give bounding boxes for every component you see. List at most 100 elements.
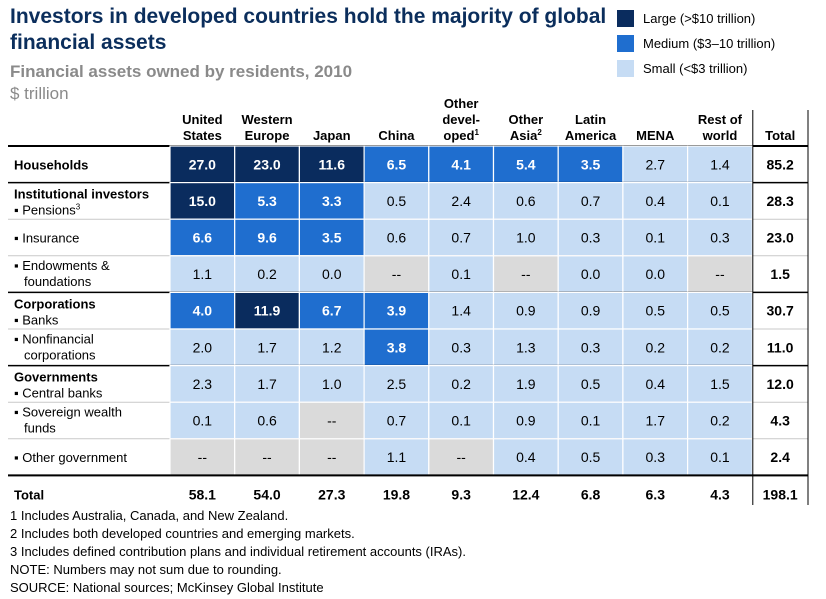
cell-value-1-0-6: 0.7: [581, 193, 601, 209]
cell-3-0-0: [169, 365, 236, 403]
row-total-0-0: 85.2: [767, 156, 794, 172]
cell-value-1-2-4: 0.1: [451, 266, 471, 282]
row-label-2-0: ▪ Banks: [14, 312, 59, 327]
row-total-3-0: 12.0: [767, 376, 794, 392]
cell-3-2-1: [234, 438, 300, 476]
total-row-value-5: 12.4: [512, 487, 539, 503]
cell-value-1-2-1: 0.2: [257, 266, 277, 282]
cell-2-0-8: [686, 291, 753, 330]
cell-2-1-4: [428, 328, 495, 367]
row-label-2-1: corporations: [24, 347, 96, 362]
cell-3-0-6: [557, 365, 624, 403]
row-total-2-1: 11.0: [767, 339, 794, 355]
cell-value-2-0-2: 6.7: [322, 303, 342, 319]
cell-3-2-6: [557, 438, 624, 476]
row-label-3-0: ▪ Central banks: [14, 386, 103, 401]
column-header-1: Europe: [245, 128, 290, 143]
column-header-0: States: [183, 128, 222, 143]
cell-value-1-1-2: 3.5: [322, 230, 342, 246]
row-label-2-1: ▪ Nonfinancial: [14, 331, 94, 346]
cell-value-1-2-2: 0.0: [322, 266, 342, 282]
row-total-2-0: 30.7: [767, 303, 794, 319]
row-total-1-1: 23.0: [767, 230, 794, 246]
column-header-7: MENA: [636, 128, 675, 143]
column-header-4: devel-: [442, 112, 480, 127]
total-row-value-7: 6.3: [646, 487, 666, 503]
legend: Large (>$10 trillion) Medium ($3–10 tril…: [617, 6, 775, 81]
cell-value-0-0-8: 1.4: [710, 156, 730, 172]
cell-value-2-1-8: 0.2: [710, 339, 730, 355]
cell-value-3-2-1: --: [262, 449, 272, 465]
cell-value-1-0-7: 0.4: [646, 193, 666, 209]
cell-3-2-3: [363, 438, 430, 476]
cell-value-1-0-3: 0.5: [387, 193, 407, 209]
cell-value-1-0-5: 0.6: [516, 193, 536, 209]
cell-value-2-1-7: 0.2: [646, 339, 666, 355]
footnote-2: 2 Includes both developed countries and …: [10, 526, 355, 541]
cell-1-0-0: [169, 182, 236, 220]
column-header-2: Japan: [313, 128, 351, 143]
cell-1-0-7: [622, 182, 689, 220]
total-row-value-1: 54.0: [253, 487, 280, 503]
cell-value-3-1-7: 1.7: [646, 413, 666, 429]
legend-label-small: Small (<$3 trillion): [643, 61, 748, 76]
cell-value-3-0-3: 2.5: [387, 376, 407, 392]
cell-value-1-0-0: 15.0: [189, 193, 216, 209]
cell-value-3-2-4: --: [456, 449, 466, 465]
cell-value-2-0-7: 0.5: [646, 303, 666, 319]
cell-value-1-2-6: 0.0: [581, 266, 601, 282]
group-label-0: Households: [14, 157, 88, 172]
cell-value-1-1-5: 1.0: [516, 230, 536, 246]
cell-1-0-3: [363, 182, 430, 220]
cell-value-3-2-6: 0.5: [581, 449, 601, 465]
cell-3-1-3: [363, 401, 430, 440]
cell-value-2-1-5: 1.3: [516, 339, 536, 355]
cell-value-2-1-0: 2.0: [193, 339, 213, 355]
row-label-1-2: ▪ Endowments &: [14, 258, 110, 273]
cell-2-1-7: [622, 328, 689, 367]
cell-0-0-6: [557, 145, 624, 184]
cell-1-2-3: [363, 255, 430, 294]
cell-value-1-1-8: 0.3: [710, 230, 730, 246]
cell-value-2-0-1: 11.9: [254, 303, 281, 319]
cell-value-3-0-5: 1.9: [516, 376, 536, 392]
cell-value-2-1-3: 3.8: [387, 339, 407, 355]
total-row-label: Total: [14, 488, 44, 503]
cell-3-2-5: [492, 438, 559, 476]
row-total-3-2: 2.4: [770, 449, 790, 465]
cell-value-0-0-7: 2.7: [646, 156, 666, 172]
cell-3-1-2: [298, 401, 365, 440]
cell-value-1-1-4: 0.7: [451, 230, 471, 246]
cell-1-0-8: [686, 182, 753, 220]
row-label-3-1: funds: [24, 421, 56, 436]
total-row-value-4: 9.3: [451, 487, 471, 503]
legend-item-medium: Medium ($3–10 trillion): [617, 31, 775, 56]
cell-value-0-0-3: 6.5: [387, 156, 407, 172]
cell-1-0-4: [428, 182, 495, 220]
cell-value-3-1-2: --: [327, 413, 337, 429]
chart-title: Investors in developed countries hold th…: [10, 5, 607, 54]
cell-2-1-5: [492, 328, 559, 367]
column-header-3: China: [378, 128, 415, 143]
row-label-1-1: ▪ Insurance: [14, 231, 79, 246]
legend-swatch-large: [617, 10, 634, 27]
row-total-3-1: 4.3: [770, 413, 790, 429]
row-total-1-0: 28.3: [767, 193, 794, 209]
column-header-1: Western: [242, 112, 293, 127]
column-header-5: Other: [509, 112, 544, 127]
cell-value-1-0-2: 3.3: [322, 193, 342, 209]
cell-value-3-2-8: 0.1: [710, 449, 730, 465]
cell-value-3-0-0: 2.3: [193, 376, 213, 392]
cell-value-3-2-7: 0.3: [646, 449, 666, 465]
cell-value-2-0-8: 0.5: [710, 303, 730, 319]
cell-value-1-1-7: 0.1: [646, 230, 666, 246]
cell-1-0-2: [298, 182, 365, 220]
cell-0-0-4: [428, 145, 495, 184]
cell-value-3-0-2: 1.0: [322, 376, 342, 392]
cell-value-1-0-1: 5.3: [257, 193, 277, 209]
total-row-value-0: 58.1: [189, 487, 216, 503]
cell-value-3-2-3: 1.1: [387, 449, 407, 465]
cell-2-0-2: [298, 291, 365, 330]
cell-3-0-3: [363, 365, 430, 403]
row-total-1-2: 1.5: [770, 266, 790, 282]
